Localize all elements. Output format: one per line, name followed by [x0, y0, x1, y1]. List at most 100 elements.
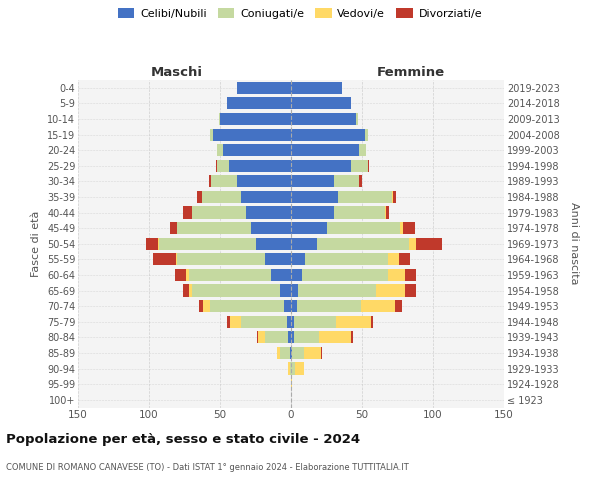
Bar [292, 347, 304, 359]
Bar [404, 284, 416, 296]
Bar [290, 362, 291, 374]
Bar [178, 222, 251, 234]
Bar [241, 316, 287, 328]
Bar [183, 206, 191, 218]
Bar [403, 222, 415, 234]
Bar [338, 191, 392, 203]
Bar [291, 362, 295, 374]
Bar [350, 160, 368, 172]
Bar [294, 316, 337, 328]
Legend: Celibi/Nubili, Coniugati/e, Vedovi/e, Divorziati/e: Celibi/Nubili, Coniugati/e, Vedovi/e, Di… [118, 8, 482, 19]
Bar [400, 222, 403, 234]
Bar [176, 254, 178, 266]
Bar [296, 300, 361, 312]
Bar [385, 206, 386, 218]
Bar [365, 128, 368, 140]
Bar [153, 254, 176, 266]
Bar [191, 206, 245, 218]
Bar [294, 331, 319, 344]
Bar [326, 222, 400, 234]
Text: COMUNE DI ROMANO CANAVESE (TO) - Dati ISTAT 1° gennaio 2024 - Elaborazione TUTTI: COMUNE DI ROMANO CANAVESE (TO) - Dati IS… [6, 462, 409, 471]
Bar [170, 222, 178, 234]
Y-axis label: Fasce di età: Fasce di età [31, 210, 41, 277]
Bar [304, 347, 321, 359]
Bar [223, 144, 291, 156]
Bar [202, 191, 241, 203]
Bar [291, 144, 359, 156]
Bar [291, 191, 338, 203]
Bar [271, 269, 291, 281]
Bar [216, 160, 217, 172]
Bar [291, 128, 365, 140]
Bar [256, 238, 291, 250]
Bar [227, 98, 291, 110]
Bar [159, 238, 256, 250]
Bar [186, 269, 189, 281]
Bar [217, 160, 229, 172]
Bar [393, 191, 396, 203]
Bar [409, 238, 416, 250]
Bar [213, 128, 291, 140]
Bar [291, 222, 326, 234]
Bar [291, 284, 298, 296]
Bar [291, 206, 334, 218]
Bar [251, 222, 291, 234]
Bar [230, 316, 241, 328]
Bar [359, 144, 366, 156]
Bar [388, 254, 399, 266]
Bar [178, 254, 265, 266]
Y-axis label: Anni di nascita: Anni di nascita [569, 202, 579, 285]
Bar [146, 238, 158, 250]
Text: Maschi: Maschi [151, 66, 203, 78]
Bar [227, 316, 230, 328]
Bar [319, 331, 350, 344]
Bar [291, 98, 350, 110]
Bar [291, 160, 350, 172]
Bar [291, 300, 296, 312]
Bar [287, 316, 291, 328]
Bar [220, 113, 291, 125]
Bar [321, 347, 322, 359]
Bar [291, 254, 305, 266]
Bar [291, 82, 342, 94]
Bar [404, 269, 416, 281]
Bar [291, 331, 294, 344]
Bar [302, 269, 388, 281]
Bar [290, 347, 291, 359]
Bar [211, 176, 237, 188]
Bar [291, 176, 334, 188]
Bar [199, 300, 203, 312]
Bar [291, 238, 317, 250]
Bar [291, 316, 294, 328]
Bar [392, 191, 393, 203]
Bar [368, 160, 369, 172]
Bar [334, 176, 359, 188]
Bar [334, 206, 385, 218]
Bar [395, 300, 402, 312]
Bar [337, 316, 371, 328]
Bar [388, 269, 404, 281]
Bar [203, 300, 210, 312]
Bar [291, 378, 292, 390]
Bar [241, 191, 291, 203]
Bar [265, 254, 291, 266]
Bar [237, 176, 291, 188]
Bar [189, 269, 271, 281]
Bar [277, 347, 280, 359]
Bar [291, 269, 302, 281]
Bar [317, 238, 409, 250]
Bar [371, 316, 373, 328]
Bar [210, 128, 213, 140]
Bar [217, 144, 223, 156]
Bar [189, 284, 191, 296]
Bar [183, 284, 189, 296]
Bar [237, 82, 291, 94]
Bar [288, 331, 291, 344]
Bar [361, 300, 395, 312]
Bar [229, 160, 291, 172]
Bar [259, 331, 265, 344]
Bar [288, 362, 290, 374]
Bar [175, 269, 186, 281]
Bar [284, 300, 291, 312]
Bar [257, 331, 259, 344]
